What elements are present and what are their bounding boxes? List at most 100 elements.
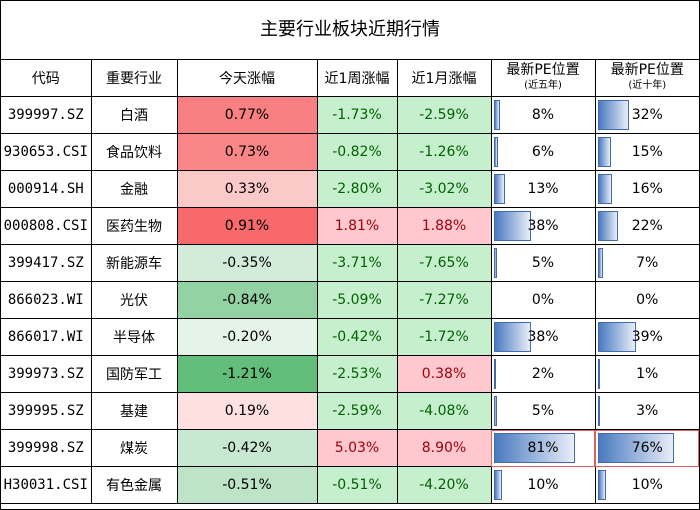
cell-month-change: -1.26% [396, 133, 492, 171]
cell-industry: 新能源车 [90, 244, 178, 282]
cell-industry: 医药生物 [90, 207, 178, 245]
cell-industry: 有色金属 [90, 466, 178, 504]
pe-bar [597, 433, 675, 463]
cell-today-change: -1.21% [176, 355, 318, 393]
cell-industry: 白酒 [90, 96, 178, 134]
pe-value: 38% [527, 329, 559, 345]
cell-code: H30031.CSI [1, 466, 92, 504]
pe-bar [597, 100, 629, 130]
cell-pe-10y: 7% [594, 244, 699, 282]
table-row: 399973.SZ 国防军工 -1.21% -2.53% 0.38% 2% 1% [1, 355, 699, 393]
pe-bar [493, 174, 505, 204]
pe-bar [493, 322, 531, 352]
cell-month-change: -7.65% [396, 244, 492, 282]
cell-month-change: 8.90% [396, 429, 492, 467]
cell-pe-5y: 81% [490, 429, 596, 467]
pe-bar [597, 137, 612, 167]
sector-table: 代码 重要行业 今天涨幅 近1周涨幅 近1月涨幅 最新PE位置 (近五年) 最新… [1, 59, 699, 504]
pe-value: 10% [631, 477, 663, 493]
cell-industry: 金融 [90, 170, 178, 208]
cell-code: 866017.WI [1, 318, 92, 356]
table-row: 930653.CSI 食品饮料 0.73% -0.82% -1.26% 6% 15% [1, 133, 699, 171]
pe-value: 5% [531, 403, 555, 419]
cell-code: 399997.SZ [1, 96, 92, 134]
cell-month-change: -4.08% [396, 392, 492, 430]
cell-pe-5y: 10% [490, 466, 596, 504]
cell-pe-5y: 2% [490, 355, 596, 393]
table-row: 866017.WI 半导体 -0.20% -0.42% -1.72% 38% 39% [1, 318, 699, 356]
cell-today-change: 0.77% [176, 96, 318, 134]
pe-value: 16% [631, 181, 663, 197]
table-title: 主要行业板块近期行情 [1, 1, 699, 60]
cell-code: 930653.CSI [1, 133, 92, 171]
pe-bar [493, 100, 500, 130]
cell-month-change: -1.72% [396, 318, 492, 356]
cell-month-change: 1.88% [396, 207, 492, 245]
pe-value: 76% [631, 440, 663, 456]
header-pe-5y-sub: (近五年) [524, 80, 562, 91]
cell-month-change: -2.59% [396, 96, 492, 134]
cell-pe-5y: 8% [490, 96, 596, 134]
header-pe-10y-sub: (近十年) [628, 80, 667, 91]
cell-month-change: 0.38% [396, 355, 492, 393]
cell-pe-5y: 13% [490, 170, 596, 208]
cell-week-change: -0.82% [316, 133, 398, 171]
cell-industry: 煤炭 [90, 429, 178, 467]
pe-bar [493, 248, 497, 278]
cell-pe-10y: 3% [594, 392, 699, 430]
table-row: 000808.CSI 医药生物 0.91% 1.81% 1.88% 38% 22% [1, 207, 699, 245]
header-pe-10y: 最新PE位置 (近十年) [594, 59, 699, 97]
pe-value: 1% [636, 366, 659, 382]
cell-week-change: -5.09% [316, 281, 398, 319]
cell-today-change: 0.33% [176, 170, 318, 208]
cell-industry: 食品饮料 [90, 133, 178, 171]
cell-week-change: -2.53% [316, 355, 398, 393]
cell-pe-5y: 5% [490, 244, 596, 282]
cell-pe-10y: 32% [594, 96, 699, 134]
cell-today-change: 0.19% [176, 392, 318, 430]
cell-industry: 国防军工 [90, 355, 178, 393]
pe-value: 22% [631, 218, 663, 234]
table-row: 399997.SZ 白酒 0.77% -1.73% -2.59% 8% 32% [1, 96, 699, 134]
pe-value: 3% [636, 403, 659, 419]
pe-value: 15% [631, 144, 663, 160]
pe-value: 39% [631, 329, 663, 345]
cell-code: 399998.SZ [1, 429, 92, 467]
header-code: 代码 [1, 59, 92, 97]
table-row: H30031.CSI 有色金属 -0.51% -0.51% -4.20% 10% 10% [1, 466, 699, 504]
cell-today-change: 0.73% [176, 133, 318, 171]
cell-code: 399417.SZ [1, 244, 92, 282]
pe-value: 2% [531, 366, 555, 382]
cell-today-change: 0.91% [176, 207, 318, 245]
cell-pe-10y: 39% [594, 318, 699, 356]
header-pe-10y-label: 最新PE位置 [610, 62, 684, 78]
pe-bar [493, 359, 496, 389]
pe-bar [493, 470, 502, 500]
cell-month-change: -7.27% [396, 281, 492, 319]
header-today: 今天涨幅 [176, 59, 318, 97]
pe-value: 0% [531, 292, 555, 308]
cell-today-change: -0.42% [176, 429, 318, 467]
cell-pe-5y: 38% [490, 207, 596, 245]
table-row: 399998.SZ 煤炭 -0.42% 5.03% 8.90% 81% 76% [1, 429, 699, 467]
cell-code: 000914.SH [1, 170, 92, 208]
cell-code: 399973.SZ [1, 355, 92, 393]
cell-code: 399995.SZ [1, 392, 92, 430]
cell-week-change: -2.80% [316, 170, 398, 208]
table-row: 000914.SH 金融 0.33% -2.80% -3.02% 13% 16% [1, 170, 699, 208]
table-row: 866023.WI 光伏 -0.84% -5.09% -7.27% 0% 0% [1, 281, 699, 319]
pe-value: 6% [531, 144, 555, 160]
pe-value: 13% [527, 181, 559, 197]
pe-bar [597, 322, 636, 352]
pe-bar [597, 359, 600, 389]
cell-week-change: 5.03% [316, 429, 398, 467]
cell-code: 000808.CSI [1, 207, 92, 245]
cell-month-change: -3.02% [396, 170, 492, 208]
cell-pe-5y: 38% [490, 318, 596, 356]
pe-bar [493, 137, 498, 167]
cell-industry: 半导体 [90, 318, 178, 356]
header-row: 代码 重要行业 今天涨幅 近1周涨幅 近1月涨幅 最新PE位置 (近五年) 最新… [1, 59, 699, 97]
pe-value: 32% [631, 107, 663, 123]
pe-bar [493, 396, 497, 426]
